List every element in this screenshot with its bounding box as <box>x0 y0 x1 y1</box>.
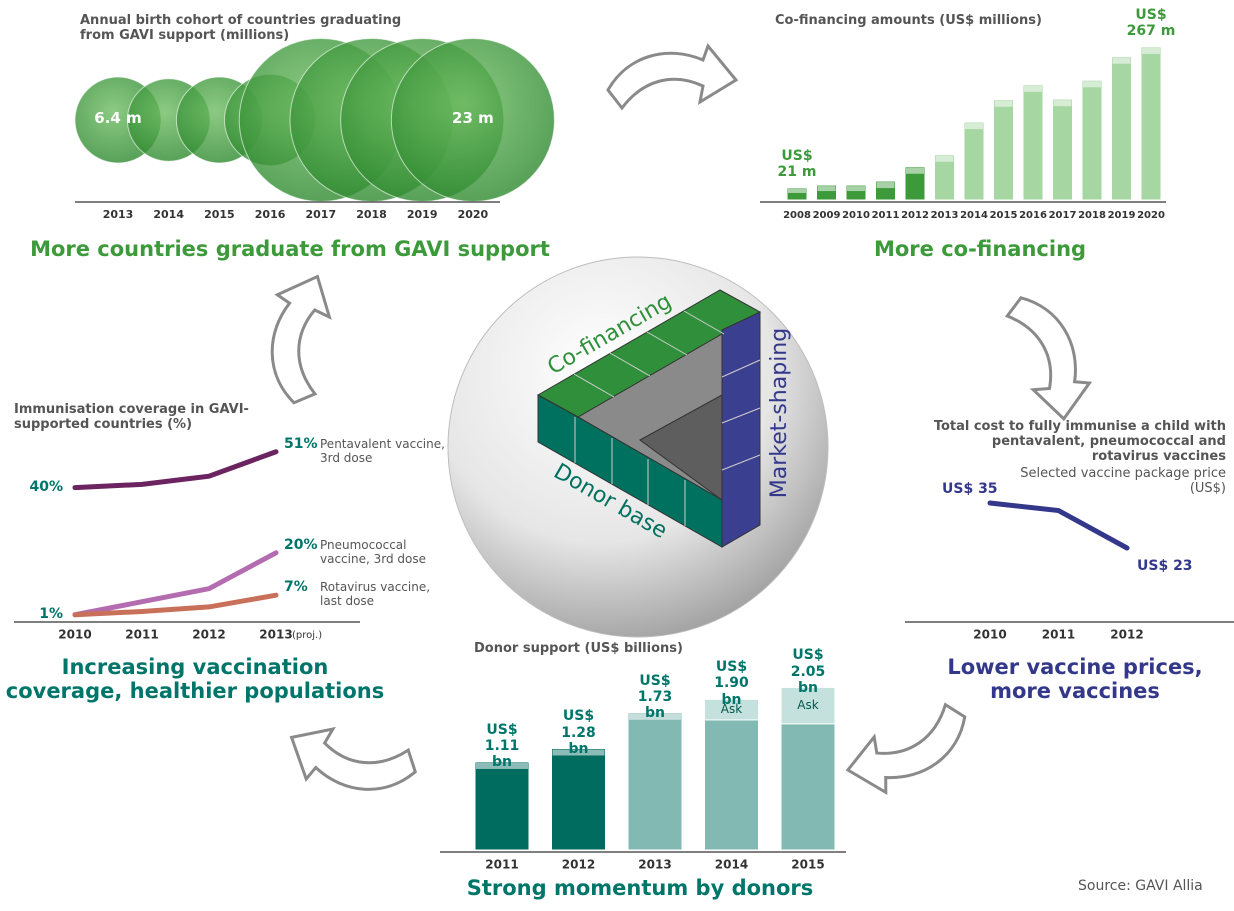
chart-title: Immunisation coverage in GAVI-supported … <box>14 403 284 433</box>
bubble-label: 6.4 m <box>78 110 158 127</box>
heading: Lower vaccine prices, more vaccines <box>930 655 1220 703</box>
heading: More countries graduate from GAVI suppor… <box>30 237 550 261</box>
page: {"chart_data": [ {"type": "bubble", "tit… <box>0 0 1234 911</box>
chart-title: Total cost to fully immunise a child wit… <box>930 420 1226 465</box>
value-label: 40% <box>13 479 63 495</box>
value-label: 1% <box>13 606 63 622</box>
value-label: US$ 1.28 bn <box>539 708 619 756</box>
chart-title: Annual birth cohort of countries graduat… <box>80 14 420 44</box>
legend-label: Pentavalent vaccine, 3rd dose <box>320 438 455 466</box>
chart-subtitle: Selected vaccine package price (US$) <box>1000 467 1226 497</box>
legend-label: Rotavirus vaccine, last dose <box>320 581 455 609</box>
chart-title: Co-financing amounts (US$ millions) <box>775 14 1105 29</box>
value-label: US$ 1.90 bn <box>692 659 772 707</box>
overlay: Annual birth cohort of countries graduat… <box>0 0 1234 911</box>
value-label: US$ 21 m <box>757 148 837 180</box>
value-label: US$ 1.11 bn <box>462 722 542 770</box>
legend-label: Pneumococcal vaccine, 3rd dose <box>320 539 455 567</box>
heading: Increasing vaccination coverage, healthi… <box>0 655 390 703</box>
value-label: 20% <box>284 537 318 553</box>
source: Source: GAVI Allia <box>1078 878 1203 894</box>
heading: Strong momentum by donors <box>440 876 840 900</box>
value-label: US$ 23 <box>1137 558 1193 574</box>
chart-title: Donor support (US$ billions) <box>474 642 774 657</box>
value-label: US$ 2.05 bn <box>768 647 848 695</box>
value-label: US$ 35 <box>942 481 998 497</box>
value-label: US$ 267 m <box>1111 7 1191 39</box>
heading: More co-financing <box>830 237 1130 261</box>
bubble-label: 23 m <box>433 110 513 127</box>
value-label: 51% <box>284 436 318 452</box>
value-label: US$ 1.73 bn <box>615 673 695 721</box>
value-label: 7% <box>284 579 308 595</box>
